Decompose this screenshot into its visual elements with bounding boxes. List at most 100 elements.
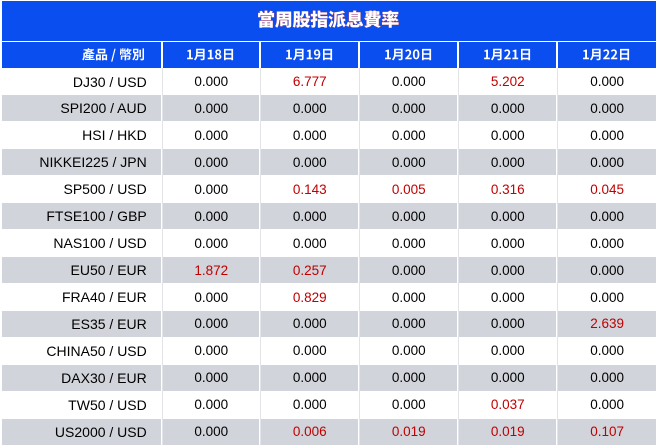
value-cell: 0.000 xyxy=(391,289,426,305)
value-cell: 0.000 xyxy=(292,127,327,143)
value-cell: 0.000 xyxy=(194,235,229,251)
column-separator-line-4 xyxy=(557,68,558,445)
title-text-glyphs xyxy=(257,10,399,28)
value-cell: 0.000 xyxy=(391,343,426,359)
date-header-glyphs-0 xyxy=(187,48,234,61)
product-cell: CHINA50 / USD xyxy=(46,342,147,359)
value-cell: 0.045 xyxy=(590,181,625,197)
table-title xyxy=(2,1,656,41)
column-header-date-3 xyxy=(459,42,557,68)
value-cell: 0.000 xyxy=(163,203,260,230)
value-cell: 0.000 xyxy=(194,397,229,413)
value-cell: 0.000 xyxy=(490,343,525,359)
product-cell: HSI / HKD xyxy=(82,127,147,144)
value-cell: 0.000 xyxy=(590,74,625,89)
value-cell: 0.000 xyxy=(360,95,458,122)
product-cell: TW50 / USD xyxy=(68,396,147,413)
date-header-glyphs-1 xyxy=(285,48,332,61)
value-cell: 0.000 xyxy=(459,310,557,337)
column-separator-line-3 xyxy=(458,68,459,445)
value-cell: 0.107 xyxy=(558,418,656,445)
value-cell: 0.000 xyxy=(194,289,229,305)
value-cell: 0.019 xyxy=(459,418,557,445)
value-cell: 0.000 xyxy=(261,149,359,176)
product-cell: NIKKEI225 / JPN xyxy=(2,149,162,176)
column-header-date-0 xyxy=(163,42,260,68)
value-cell: 0.000 xyxy=(558,364,656,391)
product-cell: DJ30 / USD xyxy=(72,73,147,90)
value-cell: 0.000 xyxy=(194,343,229,359)
value-cell: 0.000 xyxy=(459,95,557,122)
product-header-glyphs xyxy=(82,48,145,62)
value-cell: 0.000 xyxy=(163,364,260,391)
value-cell: 1.872 xyxy=(163,257,260,284)
column-header-date-1 xyxy=(261,42,359,68)
value-cell: 0.000 xyxy=(590,289,625,305)
column-header-date-2 xyxy=(360,42,458,68)
value-cell: 6.777 xyxy=(292,74,327,89)
column-separator-line-1 xyxy=(260,68,261,445)
column-header-date-4 xyxy=(558,42,656,68)
value-cell: 0.000 xyxy=(490,127,525,143)
date-header-glyphs-2 xyxy=(384,48,431,61)
value-cell: 0.000 xyxy=(360,310,458,337)
value-cell: 0.000 xyxy=(490,289,525,305)
value-cell: 0.019 xyxy=(360,418,458,445)
table-header-row xyxy=(0,42,658,68)
value-cell: 0.000 xyxy=(261,203,359,230)
value-cell: 0.143 xyxy=(292,181,327,197)
value-cell: 0.000 xyxy=(194,127,229,143)
value-cell: 0.000 xyxy=(292,397,327,413)
value-cell: 0.000 xyxy=(163,95,260,122)
value-cell: 0.005 xyxy=(391,181,426,197)
value-cell: 0.000 xyxy=(459,257,557,284)
value-cell: 0.000 xyxy=(360,203,458,230)
value-cell: 0.000 xyxy=(360,149,458,176)
value-cell: 0.000 xyxy=(194,181,229,197)
value-cell: 0.000 xyxy=(459,364,557,391)
value-cell: 0.000 xyxy=(194,74,229,89)
value-cell: 5.202 xyxy=(490,74,525,89)
value-cell: 0.257 xyxy=(261,257,359,284)
date-header-glyphs-4 xyxy=(583,48,630,61)
product-cell: NAS100 / USD xyxy=(53,235,147,252)
value-cell: 0.000 xyxy=(261,310,359,337)
value-cell: 0.000 xyxy=(261,364,359,391)
value-cell: 0.000 xyxy=(558,149,656,176)
product-cell: ES35 / EUR xyxy=(2,310,162,337)
column-header-product xyxy=(2,42,162,68)
product-cell: EU50 / EUR xyxy=(2,257,162,284)
value-cell: 0.000 xyxy=(490,235,525,251)
value-cell: 0.000 xyxy=(261,95,359,122)
value-cell: 0.000 xyxy=(163,149,260,176)
value-cell: 0.829 xyxy=(292,289,327,305)
product-cell: DAX30 / EUR xyxy=(2,364,162,391)
value-cell: 0.000 xyxy=(558,95,656,122)
value-cell: 0.000 xyxy=(163,418,260,445)
value-cell: 0.037 xyxy=(490,397,525,413)
product-cell: FTSE100 / GBP xyxy=(2,203,162,230)
product-cell: SPI200 / AUD xyxy=(2,95,162,122)
value-cell: 0.000 xyxy=(558,203,656,230)
value-cell: 0.000 xyxy=(590,397,625,413)
product-cell: FRA40 / EUR xyxy=(61,289,147,305)
table-body: DJ30 / USD 0.000 6.777 0.000 5.202 0.000 SPI20… xyxy=(0,69,658,445)
date-header-glyphs-3 xyxy=(483,48,530,61)
value-cell: 0.000 xyxy=(163,310,260,337)
value-cell: 0.000 xyxy=(292,343,327,359)
value-cell: 0.000 xyxy=(292,235,327,251)
value-cell: 0.006 xyxy=(261,418,359,445)
value-cell: 0.000 xyxy=(590,127,625,143)
product-cell: SP500 / USD xyxy=(63,181,147,198)
value-cell: 0.000 xyxy=(360,257,458,284)
column-separator-line-2 xyxy=(359,68,360,445)
value-cell: 0.000 xyxy=(590,235,625,251)
value-cell: 0.000 xyxy=(590,343,625,359)
value-cell: 0.000 xyxy=(558,257,656,284)
value-cell: 0.000 xyxy=(459,203,557,230)
value-cell: 0.000 xyxy=(391,74,426,89)
column-separator-line-0 xyxy=(162,68,163,445)
product-cell: US2000 / USD xyxy=(2,418,162,445)
value-cell: 0.000 xyxy=(391,127,426,143)
